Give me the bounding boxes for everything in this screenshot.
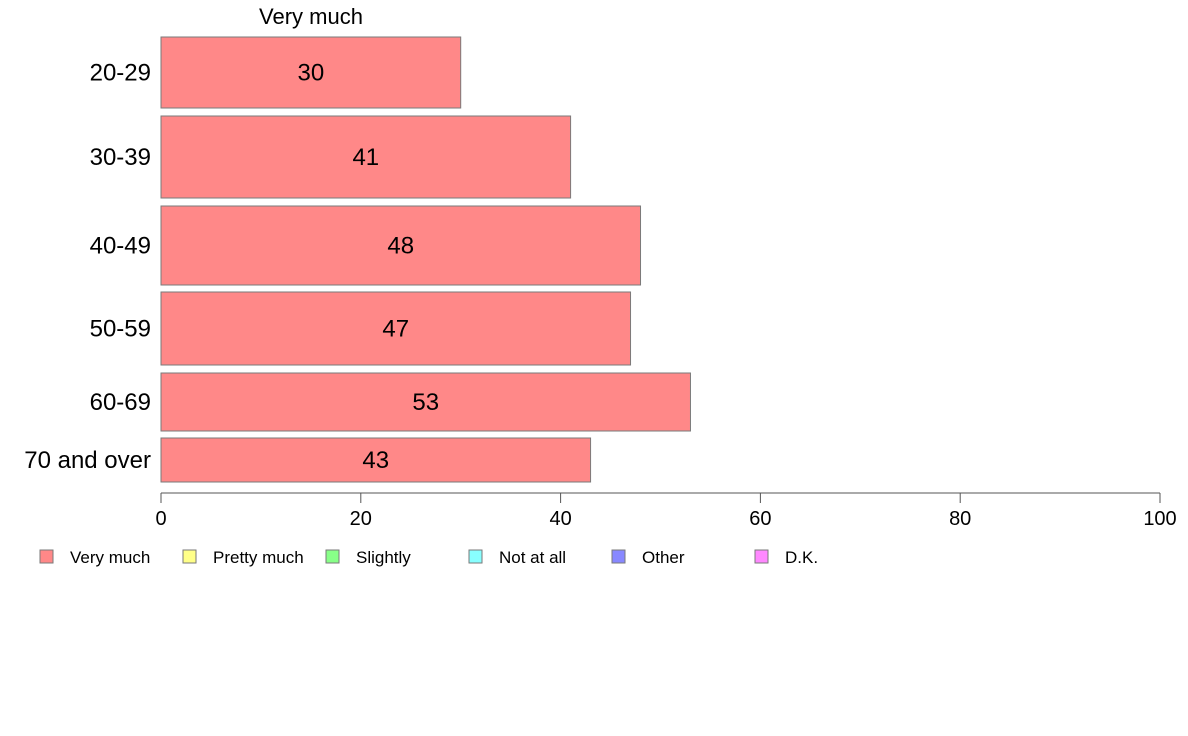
x-tick-label-20: 20 — [350, 508, 372, 530]
category-label-20-29: 20-29 — [90, 60, 151, 87]
bar-very-much-50-59 — [160, 291, 632, 366]
bar-very-much-20-29 — [160, 36, 462, 109]
bar-value-label-50-59: 47 — [382, 316, 409, 343]
legend-label-d-k: D.K. — [785, 548, 818, 567]
legend-label-not-at-all: Not at all — [499, 548, 566, 567]
category-label-60-69: 60-69 — [90, 389, 151, 416]
legend-label-slightly: Slightly — [356, 548, 411, 567]
bars-group: 20-29 30 30-39 41 40-49 48 50-59 47 60-69 53 70 an… — [24, 36, 691, 483]
legend-swatch-not-at-all — [468, 549, 483, 564]
bar-very-much-40-49 — [160, 205, 642, 286]
legend-swatch-slightly — [325, 549, 340, 564]
legend-label-other: Other — [642, 548, 685, 567]
legend: Very much Pretty much Slightly Not at all Ot… — [39, 548, 818, 567]
category-label-50-59: 50-59 — [90, 316, 151, 343]
bar-very-much-30-39 — [160, 115, 572, 199]
column-header: Very much — [259, 4, 363, 29]
category-label-30-39: 30-39 — [90, 144, 151, 171]
x-tick-label-0: 0 — [155, 508, 166, 530]
x-tick-label-80: 80 — [949, 508, 971, 530]
bar-very-much-70-and-over — [160, 437, 592, 483]
bar-value-label-60-69: 53 — [412, 389, 439, 416]
legend-swatch-other — [611, 549, 626, 564]
x-tick-label-60: 60 — [749, 508, 771, 530]
x-axis: 0 20 40 60 80 100 — [155, 492, 1177, 530]
x-tick-label-100: 100 — [1143, 508, 1176, 530]
bar-value-label-20-29: 30 — [297, 60, 324, 87]
legend-label-very-much: Very much — [70, 548, 150, 567]
legend-swatch-very-much — [39, 549, 54, 564]
legend-swatch-pretty-much — [182, 549, 197, 564]
category-label-70-and-over: 70 and over — [24, 447, 151, 474]
category-label-40-49: 40-49 — [90, 233, 151, 260]
bar-value-label-70-and-over: 43 — [362, 447, 389, 474]
legend-label-pretty-much: Pretty much — [213, 548, 304, 567]
bar-value-label-30-39: 41 — [352, 144, 379, 171]
bar-value-label-40-49: 48 — [387, 233, 414, 260]
x-tick-label-40: 40 — [549, 508, 571, 530]
legend-swatch-d-k — [754, 549, 769, 564]
bar-very-much-60-69 — [160, 372, 691, 432]
